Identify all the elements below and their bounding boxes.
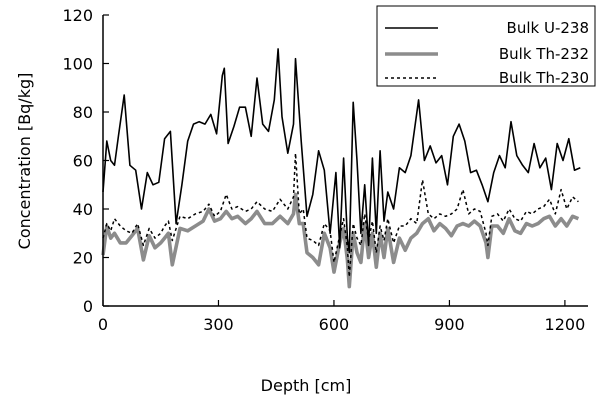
x-tick-label: 900 [434,315,465,334]
legend-label: Bulk Th-232 [499,45,589,63]
y-tick-label: 40 [73,200,93,219]
y-tick-label: 80 [73,103,93,122]
plot-area [101,48,581,289]
series-line-bulk-u-238 [102,48,581,254]
y-ticks: 0 20 40 60 80 100 120 [62,6,109,316]
y-axis-title: Concentration [Bq/kg] [15,73,34,250]
legend-label: Bulk U-238 [507,19,589,37]
legend-label: Bulk Th-230 [499,69,589,87]
x-tick-label: 600 [319,315,350,334]
y-tick-label: 100 [62,55,93,74]
y-tick-label: 60 [73,152,93,171]
y-tick-label: 0 [83,297,93,316]
x-tick-label: 1200 [545,315,586,334]
y-tick-label: 120 [62,6,93,25]
legend-box [376,5,596,87]
y-tick-label: 20 [73,249,93,268]
x-ticks: 0 300 600 900 1200 [98,300,585,334]
legend: Bulk U-238 Bulk Th-232 Bulk Th-230 [376,5,596,87]
x-tick-label: 300 [203,315,234,334]
series-line-bulk-th-230 [102,152,579,278]
x-axis-title: Depth [cm] [261,376,352,395]
x-tick-label: 0 [98,315,108,334]
